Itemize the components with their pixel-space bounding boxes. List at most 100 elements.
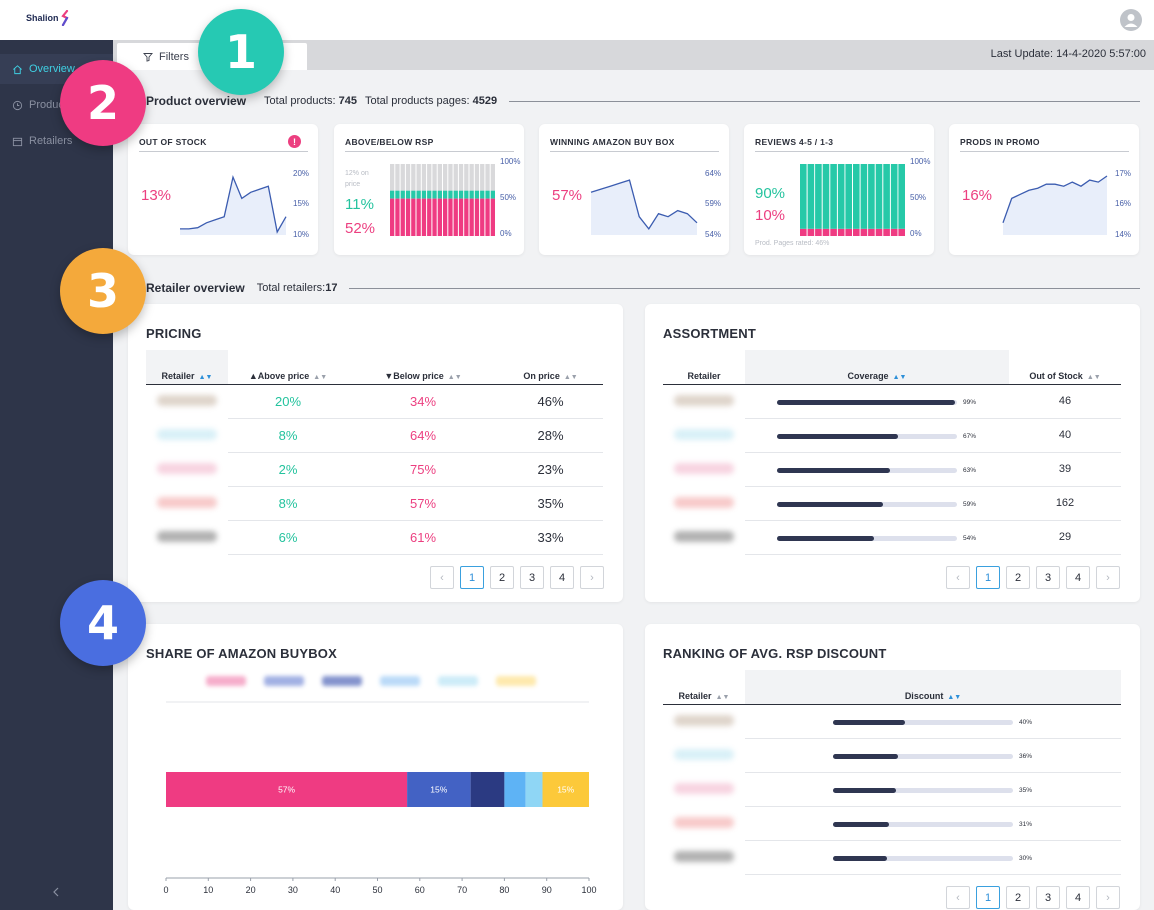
legend-item[interactable] bbox=[380, 676, 420, 686]
next-page-button[interactable]: › bbox=[580, 566, 604, 589]
axis-label: 64% bbox=[705, 169, 722, 178]
column-header-retailer[interactable]: Retailer bbox=[663, 350, 745, 385]
collapse-sidebar-icon[interactable] bbox=[50, 886, 62, 898]
legend-item[interactable] bbox=[438, 676, 478, 686]
bar-cell: 67% bbox=[745, 418, 1009, 453]
table-row[interactable]: 30% bbox=[663, 840, 1121, 875]
stacked-bar-segment bbox=[421, 164, 427, 191]
next-page-button[interactable]: › bbox=[1096, 566, 1120, 589]
prev-page-button[interactable]: ‹ bbox=[946, 886, 970, 909]
table-row[interactable]: 6% 61% 33% bbox=[146, 520, 603, 555]
bar-segment[interactable] bbox=[470, 772, 505, 807]
kpi-value: 16% bbox=[962, 187, 993, 204]
kpi-out-of-stock[interactable]: OUT OF STOCK ! 13% 20% 15% 10% bbox=[128, 124, 318, 255]
page-button-3[interactable]: 3 bbox=[1036, 886, 1060, 909]
legend-item[interactable] bbox=[264, 676, 304, 686]
page-button-1[interactable]: 1 bbox=[460, 566, 484, 589]
sidebar-item-retailers[interactable]: Retailers bbox=[0, 126, 113, 156]
user-avatar-icon[interactable] bbox=[1120, 9, 1142, 31]
sidebar-item-label: Retailers bbox=[29, 135, 73, 147]
warning-icon[interactable]: ! bbox=[288, 135, 301, 148]
sort-icon[interactable]: ▲▼ bbox=[1086, 373, 1101, 381]
column-header-on[interactable]: On price ▲▼ bbox=[498, 350, 603, 385]
app-logo[interactable]: Shalion bbox=[26, 10, 69, 26]
bar-track bbox=[833, 753, 1013, 759]
column-header-discount[interactable]: Discount ▲▼ bbox=[745, 670, 1121, 705]
kpi-above-below-rsp[interactable]: ABOVE/BELOW RSP 12% on price 11% 52% 100… bbox=[334, 124, 524, 255]
prev-page-button[interactable]: ‹ bbox=[430, 566, 454, 589]
bar-segment[interactable] bbox=[525, 772, 543, 807]
next-page-button[interactable]: › bbox=[1096, 886, 1120, 909]
kpi-winning-buy-box[interactable]: WINNING AMAZON BUY BOX 57% 64% 59% 54% bbox=[539, 124, 729, 255]
page-button-2[interactable]: 2 bbox=[1006, 886, 1030, 909]
table-row[interactable]: 67% 40 bbox=[663, 418, 1121, 453]
tick-label: 30 bbox=[288, 885, 298, 895]
kpi-prods-in-promo[interactable]: PRODS IN PROMO 16% 17% 16% 14% bbox=[949, 124, 1139, 255]
legend-item[interactable] bbox=[496, 676, 536, 686]
column-header-coverage[interactable]: Coverage ▲▼ bbox=[745, 350, 1009, 385]
sort-icon[interactable]: ▲▼ bbox=[447, 373, 462, 381]
sort-icon[interactable]: ▲▼ bbox=[198, 373, 213, 381]
bar-segment[interactable] bbox=[407, 772, 471, 807]
legend-item[interactable] bbox=[206, 676, 246, 686]
sort-icon[interactable]: ▲▼ bbox=[947, 693, 962, 701]
table-row[interactable]: 59% 162 bbox=[663, 486, 1121, 521]
bar-segment[interactable] bbox=[166, 772, 408, 807]
retailer-logo bbox=[663, 452, 745, 486]
column-header-retailer[interactable]: Retailer ▲▼ bbox=[663, 670, 745, 705]
panel-title: PRICING bbox=[146, 326, 202, 341]
column-header-out-of-stock[interactable]: Out of Stock ▲▼ bbox=[1009, 350, 1121, 385]
retailer-logo bbox=[146, 486, 228, 520]
sort-icon[interactable]: ▲▼ bbox=[563, 373, 578, 381]
page-button-4[interactable]: 4 bbox=[1066, 566, 1090, 589]
page-button-2[interactable]: 2 bbox=[490, 566, 514, 589]
prev-page-button[interactable]: ‹ bbox=[946, 566, 970, 589]
stacked-bar-segment bbox=[830, 228, 837, 236]
table-row[interactable]: 54% 29 bbox=[663, 520, 1121, 555]
table-row[interactable]: 63% 39 bbox=[663, 452, 1121, 487]
page-button-3[interactable]: 3 bbox=[520, 566, 544, 589]
stacked-bar-segment bbox=[400, 164, 405, 191]
page-button-4[interactable]: 4 bbox=[1066, 886, 1090, 909]
table-row[interactable]: 35% bbox=[663, 772, 1121, 807]
table-row[interactable]: 8% 64% 28% bbox=[146, 418, 603, 453]
column-header-retailer[interactable]: Retailer ▲▼ bbox=[146, 350, 228, 385]
table-row[interactable]: 2% 75% 23% bbox=[146, 452, 603, 487]
table-row[interactable]: 31% bbox=[663, 806, 1121, 841]
bar-track bbox=[777, 535, 957, 541]
bar-segment[interactable] bbox=[504, 772, 526, 807]
table-row[interactable]: 99% 46 bbox=[663, 384, 1121, 419]
table-row[interactable]: 40% bbox=[663, 704, 1121, 739]
sort-icon[interactable]: ▲▼ bbox=[892, 373, 907, 381]
bar-segment[interactable] bbox=[542, 772, 590, 807]
bar-track bbox=[777, 433, 957, 439]
column-header-below[interactable]: ▼Below price ▲▼ bbox=[348, 350, 498, 385]
total-products: Total products: 745 bbox=[264, 95, 357, 107]
stacked-bar-segment bbox=[405, 198, 411, 236]
page-button-1[interactable]: 1 bbox=[976, 566, 1000, 589]
legend-item[interactable] bbox=[322, 676, 362, 686]
retailer-overview-header: Retailer overview Total retailers:17 bbox=[146, 281, 1140, 295]
page-button-4[interactable]: 4 bbox=[550, 566, 574, 589]
sort-icon[interactable]: ▲▼ bbox=[313, 373, 328, 381]
stacked-bar-segment bbox=[845, 164, 852, 229]
filter-icon bbox=[143, 52, 153, 62]
step-badge-4: 4 bbox=[60, 580, 146, 666]
page-button-2[interactable]: 2 bbox=[1006, 566, 1030, 589]
retailer-logo bbox=[663, 520, 745, 554]
rsp-stacked-bars bbox=[390, 164, 495, 236]
kpi-reviews[interactable]: REVIEWS 4-5 / 1-3 90% 10% Prod. Pages ra… bbox=[744, 124, 934, 255]
sort-icon[interactable]: ▲▼ bbox=[715, 693, 730, 701]
stacked-bar-segment bbox=[490, 190, 495, 199]
stacked-bar-segment bbox=[485, 164, 490, 191]
stacked-bar-segment bbox=[822, 164, 830, 229]
page-button-3[interactable]: 3 bbox=[1036, 566, 1060, 589]
table-row[interactable]: 20% 34% 46% bbox=[146, 384, 603, 419]
retailer-logo bbox=[663, 384, 745, 418]
page-button-1[interactable]: 1 bbox=[976, 886, 1000, 909]
column-header-above[interactable]: ▲Above price ▲▼ bbox=[228, 350, 348, 385]
stacked-bar-segment bbox=[405, 164, 411, 191]
table-row[interactable]: 8% 57% 35% bbox=[146, 486, 603, 521]
stacked-bar-segment bbox=[458, 198, 464, 236]
table-row[interactable]: 36% bbox=[663, 738, 1121, 773]
